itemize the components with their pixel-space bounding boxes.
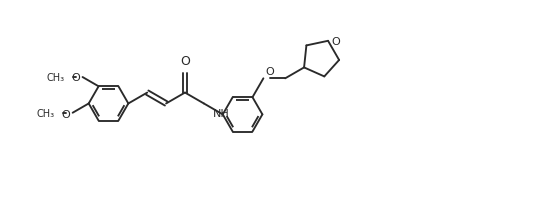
- Text: CH₃: CH₃: [47, 73, 64, 83]
- Text: O: O: [71, 72, 80, 82]
- Text: CH₃: CH₃: [37, 108, 55, 118]
- Text: O: O: [265, 67, 274, 77]
- Text: NH: NH: [213, 109, 230, 119]
- Text: O: O: [331, 37, 340, 47]
- Text: O: O: [180, 55, 190, 68]
- Text: O: O: [61, 109, 70, 119]
